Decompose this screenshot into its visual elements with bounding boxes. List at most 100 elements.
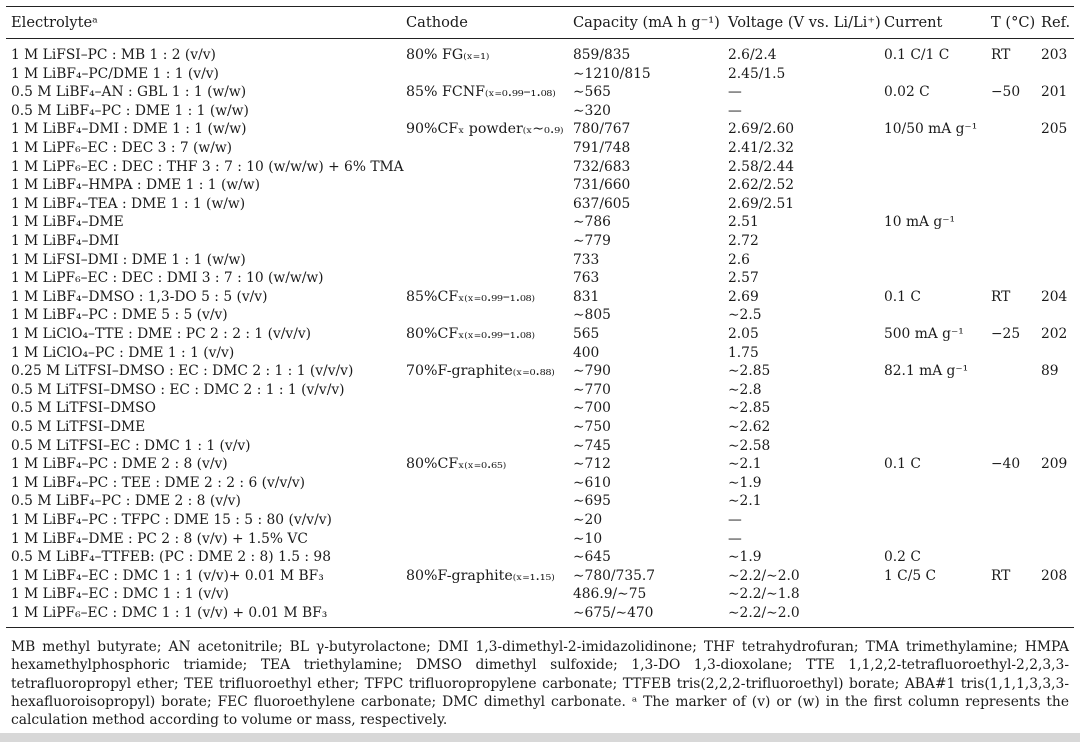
cell-temperature: RT [991, 47, 1011, 63]
cell-electrolyte: 1 M LiBF₄–PC : TFPC : DME 15 : 5 : 80 (v… [11, 512, 332, 528]
cell-capacity: ∼1210/815 [573, 66, 651, 82]
header-capacity: Capacity (mA h g⁻¹) [573, 14, 720, 31]
cell-electrolyte: 0.5 M LiTFSI–DMSO : EC : DMC 2 : 1 : 1 (… [11, 382, 345, 398]
cell-electrolyte: 1 M LiBF₄–DME : PC 2 : 8 (v/v) + 1.5% VC [11, 531, 308, 547]
cell-capacity: ∼712 [573, 456, 611, 472]
cell-current: 0.2 C [884, 549, 921, 565]
cell-voltage: 2.72 [728, 233, 759, 249]
cell-voltage: 2.58/2.44 [728, 159, 795, 175]
cell-electrolyte: 1 M LiPF₆–EC : DMC 1 : 1 (v/v) + 0.01 M … [11, 605, 328, 621]
cell-voltage: ∼2.5 [728, 307, 762, 323]
cell-cathode: 80% FG₍ₓ₌₁₎ [406, 47, 490, 63]
cell-current: 0.1 C [884, 456, 921, 472]
cell-capacity: ∼750 [573, 419, 611, 435]
cell-voltage: 2.6 [728, 252, 750, 268]
cell-voltage: ∼2.8 [728, 382, 762, 398]
cell-capacity: ∼695 [573, 493, 611, 509]
cell-voltage: ∼2.58 [728, 438, 771, 454]
cell-capacity: ∼790 [573, 363, 611, 379]
cell-voltage: ∼2.2/∼2.0 [728, 568, 800, 584]
cell-temperature: RT [991, 568, 1011, 584]
cell-capacity: ∼770 [573, 382, 611, 398]
cell-electrolyte: 1 M LiBF₄–DMI : DME 1 : 1 (w/w) [11, 121, 247, 137]
cell-voltage: 2.6/2.4 [728, 47, 777, 63]
cell-capacity: ∼805 [573, 307, 611, 323]
top-rule [6, 6, 1074, 7]
cell-capacity: 791/748 [573, 140, 631, 156]
cell-voltage: 2.69/2.60 [728, 121, 795, 137]
header-cathode: Cathode [406, 14, 468, 31]
cell-capacity: ∼645 [573, 549, 611, 565]
cell-temperature: −25 [991, 326, 1021, 342]
cell-electrolyte: 0.5 M LiBF₄–AN : GBL 1 : 1 (w/w) [11, 84, 247, 100]
cell-electrolyte: 1 M LiBF₄–DMSO : 1,3-DO 5 : 5 (v/v) [11, 289, 268, 305]
cell-capacity: ∼779 [573, 233, 611, 249]
cell-electrolyte: 1 M LiFSI–PC : MB 1 : 2 (v/v) [11, 47, 216, 63]
cell-electrolyte: 1 M LiBF₄–PC : TEE : DME 2 : 2 : 6 (v/v/… [11, 475, 306, 491]
cell-voltage: ∼2.62 [728, 419, 771, 435]
cell-reference: 204 [1041, 289, 1068, 305]
cell-voltage: 2.57 [728, 270, 759, 286]
cell-cathode: 80%CFₓ₍ₓ₌₀.₆₅₎ [406, 456, 507, 472]
cell-voltage: ∼2.2/∼1.8 [728, 586, 800, 602]
cell-voltage: ∼1.9 [728, 549, 762, 565]
cell-temperature: −40 [991, 456, 1021, 472]
cell-cathode: 80%CFₓ₍ₓ₌₀.₉₉–₁.₀₈₎ [406, 326, 535, 342]
cell-electrolyte: 1 M LiBF₄–DME [11, 214, 124, 230]
cell-capacity: ∼320 [573, 103, 611, 119]
cell-capacity: 733 [573, 252, 600, 268]
cell-current: 10/50 mA g⁻¹ [884, 121, 978, 137]
cell-capacity: 637/605 [573, 196, 631, 212]
cell-electrolyte: 0.5 M LiBF₄–PC : DME 1 : 1 (w/w) [11, 103, 249, 119]
cell-voltage: ∼2.85 [728, 363, 771, 379]
cell-electrolyte: 1 M LiClO₄–PC : DME 1 : 1 (v/v) [11, 345, 235, 361]
cell-voltage: 2.05 [728, 326, 759, 342]
cell-capacity: 859/835 [573, 47, 631, 63]
cell-electrolyte: 0.5 M LiBF₄–TTFEB: (PC : DME 2 : 8) 1.5 … [11, 549, 331, 565]
table-footnote: MB methyl butyrate; AN acetonitrile; BL … [11, 639, 1069, 729]
cell-temperature: RT [991, 289, 1011, 305]
page-bottom-band [0, 733, 1080, 742]
cell-capacity: 486.9/∼75 [573, 586, 647, 602]
cell-electrolyte: 1 M LiBF₄–DMI [11, 233, 120, 249]
header-reference: Ref. [1041, 14, 1071, 31]
cell-capacity: 831 [573, 289, 600, 305]
cell-voltage: ∼2.1 [728, 493, 762, 509]
cell-reference: 209 [1041, 456, 1068, 472]
cell-voltage: 2.41/2.32 [728, 140, 795, 156]
cell-electrolyte: 1 M LiFSI–DMI : DME 1 : 1 (w/w) [11, 252, 246, 268]
cell-reference: 203 [1041, 47, 1068, 63]
cell-voltage: 2.69 [728, 289, 759, 305]
cell-current: 1 C/5 C [884, 568, 937, 584]
cell-electrolyte: 1 M LiPF₆–EC : DEC 3 : 7 (w/w) [11, 140, 233, 156]
cell-capacity: 565 [573, 326, 600, 342]
header-electrolyte: Electrolyteᵃ [11, 14, 98, 31]
cell-electrolyte: 1 M LiBF₄–PC : DME 2 : 8 (v/v) [11, 456, 228, 472]
cell-voltage: — [728, 512, 742, 528]
header-temperature: T (°C) [991, 14, 1036, 31]
cell-electrolyte: 1 M LiClO₄–TTE : DME : PC 2 : 2 : 1 (v/v… [11, 326, 312, 342]
cell-reference: 208 [1041, 568, 1068, 584]
cell-voltage: 2.45/1.5 [728, 66, 786, 82]
cell-cathode: 70%F-graphite₍ₓ₌₀.₈₈₎ [406, 363, 555, 379]
cell-reference: 201 [1041, 84, 1068, 100]
cell-current: 82.1 mA g⁻¹ [884, 363, 969, 379]
cell-current: 10 mA g⁻¹ [884, 214, 956, 230]
header-voltage: Voltage (V vs. Li/Li⁺) [728, 14, 881, 31]
cell-current: 500 mA g⁻¹ [884, 326, 964, 342]
cell-cathode: 85%CFₓ₍ₓ₌₀.₉₉–₁.₀₈₎ [406, 289, 535, 305]
cell-cathode: 85% FCNF₍ₓ₌₀.₉₉–₁.₀₈₎ [406, 84, 556, 100]
cell-capacity: ∼565 [573, 84, 611, 100]
cell-electrolyte: 0.25 M LiTFSI–DMSO : EC : DMC 2 : 1 : 1 … [11, 363, 354, 379]
cell-electrolyte: 0.5 M LiTFSI–DMSO [11, 400, 156, 416]
cell-voltage: 2.51 [728, 214, 759, 230]
cell-electrolyte: 1 M LiBF₄–HMPA : DME 1 : 1 (w/w) [11, 177, 260, 193]
cell-electrolyte: 1 M LiBF₄–EC : DMC 1 : 1 (v/v) [11, 586, 229, 602]
cell-capacity: ∼20 [573, 512, 603, 528]
cell-capacity: ∼780/735.7 [573, 568, 656, 584]
cell-electrolyte: 0.5 M LiTFSI–EC : DMC 1 : 1 (v/v) [11, 438, 251, 454]
cell-reference: 205 [1041, 121, 1068, 137]
cell-capacity: 780/767 [573, 121, 631, 137]
cell-capacity: 400 [573, 345, 600, 361]
